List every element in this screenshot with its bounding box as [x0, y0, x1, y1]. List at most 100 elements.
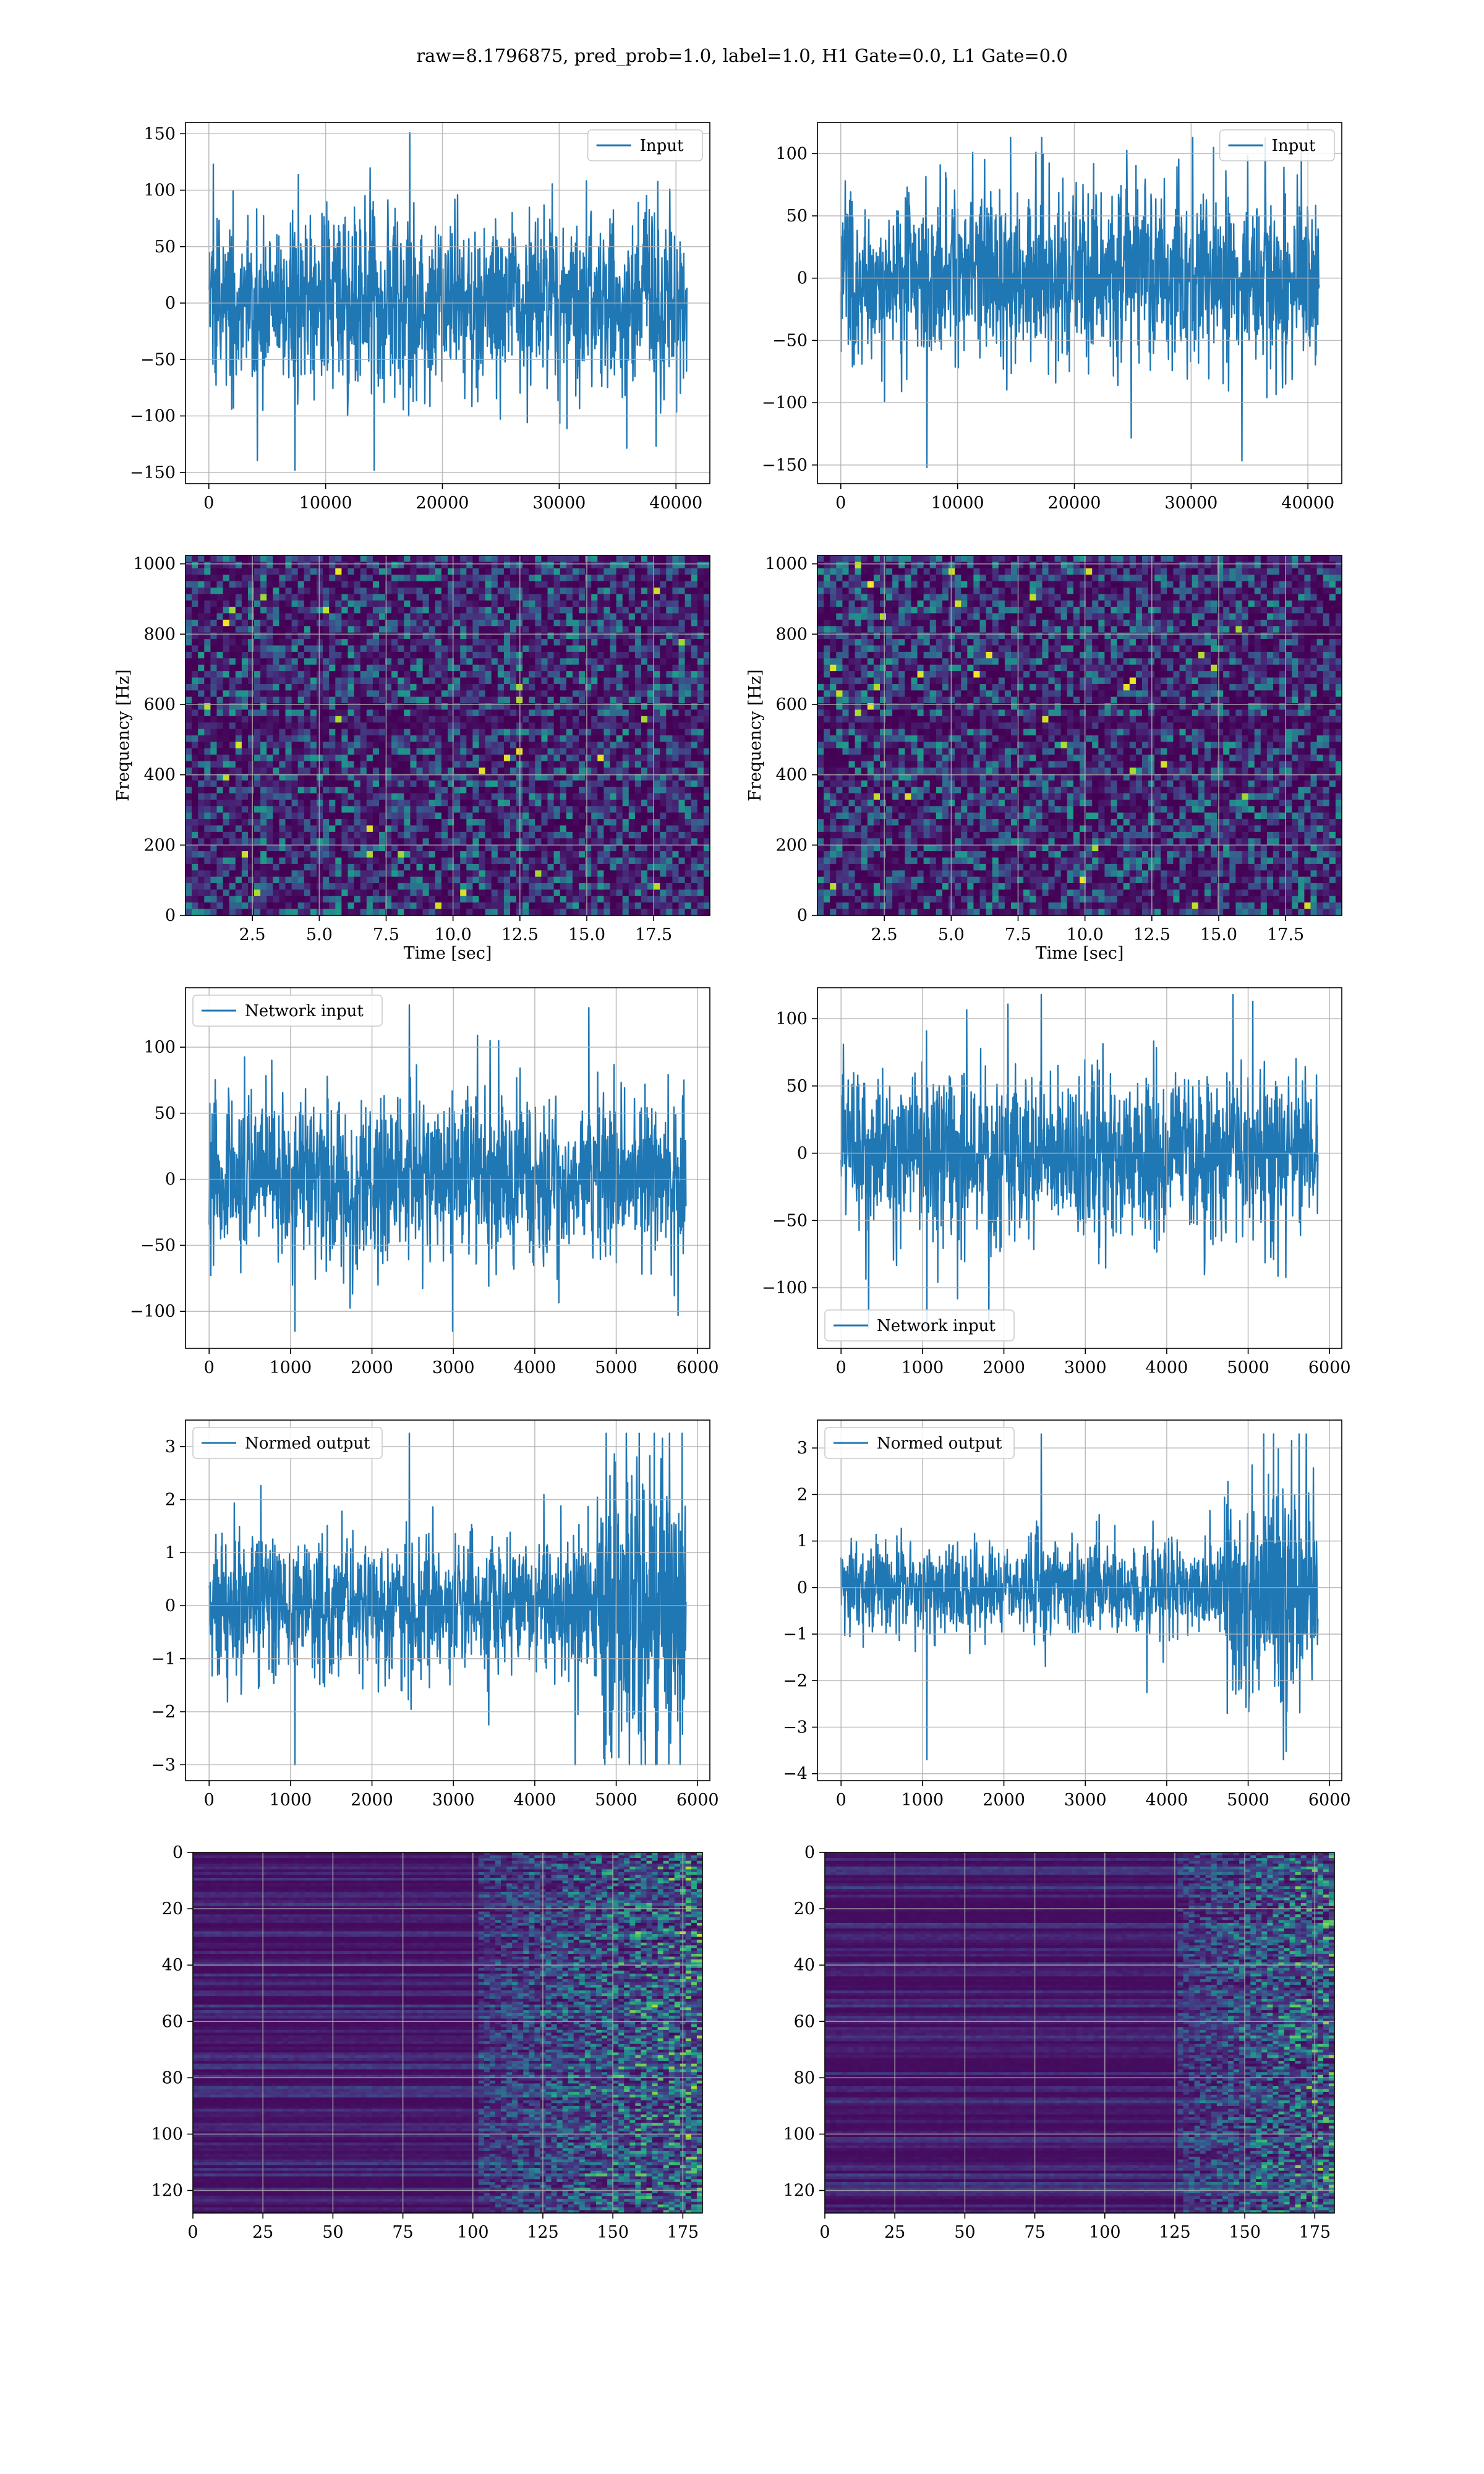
- x-tick-label: 150: [1229, 2223, 1261, 2242]
- x-tick-label: 0: [204, 1791, 215, 1810]
- axes-frame: [817, 987, 1342, 1349]
- y-tick-label: 0: [797, 1578, 808, 1598]
- y-tick-label: 150: [143, 124, 176, 143]
- y-tick-label: −100: [130, 407, 176, 426]
- x-tick-label: 175: [667, 2223, 699, 2242]
- x-tick-label: 125: [1159, 2223, 1191, 2242]
- y-tick-label: 0: [797, 906, 808, 925]
- x-tick-label: 10000: [299, 494, 352, 513]
- x-tick-label: 125: [527, 2223, 559, 2242]
- y-tick-label: 1: [797, 1532, 808, 1551]
- x-tick-label: 6000: [1308, 1791, 1351, 1810]
- y-tick-label: −1: [151, 1650, 176, 1669]
- y-tick-label: −3: [783, 1718, 808, 1737]
- x-tick-label: 6000: [676, 1358, 719, 1377]
- subplot-r2c0: 0 1000 2000 3000 4000 5000 6000 −100 −50 0 50 100 Ne…: [130, 987, 719, 1377]
- y-tick-label: −150: [762, 456, 808, 475]
- y-tick-label: −2: [151, 1703, 176, 1722]
- x-tick-label: 10.0: [435, 925, 472, 944]
- y-axis-label: Frequency [Hz]: [746, 669, 765, 801]
- x-tick-label: 4000: [1146, 1358, 1188, 1377]
- y-tick-label: 1: [165, 1543, 176, 1562]
- y-tick-label: 400: [775, 766, 808, 785]
- x-tick-label: 5000: [1227, 1358, 1269, 1377]
- plot-area: [840, 1433, 1319, 1761]
- y-tick-label: 3: [797, 1439, 808, 1458]
- y-tick-label: −4: [783, 1765, 808, 1784]
- subplot-r3c0: 0 1000 2000 3000 4000 5000 6000 −3 −2 −1 0 1 2 3 Norme…: [151, 1419, 719, 1810]
- axes-frame: [817, 1419, 1342, 1781]
- plot-area: [208, 1432, 687, 1766]
- plot-area: [825, 1852, 1334, 2213]
- x-tick-label: 30000: [532, 494, 586, 513]
- x-tick-label: 50: [322, 2223, 343, 2242]
- y-tick-label: 20: [794, 1899, 815, 1919]
- x-tick-label: 0: [203, 494, 214, 513]
- subplot-r1c1: 2.5 5.0 7.5 10.0 12.5 15.0 17.5 0 200 400 600 800 10…: [746, 555, 1342, 963]
- axes-frame: [817, 555, 1342, 916]
- legend-label: Network input: [877, 1317, 996, 1335]
- x-tick-label: 100: [1089, 2223, 1121, 2242]
- legend: Input: [1219, 129, 1335, 161]
- grid-lines: [192, 1852, 702, 2213]
- y-tick-label: 50: [787, 1077, 808, 1096]
- grid-lines: [817, 1420, 1342, 1781]
- x-tick-label: 7.5: [1005, 925, 1031, 944]
- feature-map-cells: [193, 1852, 702, 2213]
- y-tick-label: 0: [797, 269, 808, 288]
- y-tick-label: 120: [783, 2181, 815, 2201]
- y-tick-label: 100: [783, 2125, 815, 2144]
- x-tick-label: 1000: [270, 1791, 312, 1810]
- x-tick-label: 15.0: [1200, 925, 1237, 944]
- y-tick-label: 50: [155, 238, 176, 257]
- grid-lines: [817, 122, 1342, 484]
- axes-frame: [817, 122, 1342, 484]
- x-tick-label: 15.0: [568, 925, 605, 944]
- y-tick-label: 40: [162, 1956, 183, 1975]
- x-tick-label: 1000: [902, 1791, 944, 1810]
- x-tick-label: 1000: [270, 1358, 312, 1377]
- x-tick-label: 20000: [1048, 494, 1101, 513]
- y-tick-label: 40: [794, 1956, 815, 1975]
- subplot-r2c1: 0 1000 2000 3000 4000 5000 6000 −100 −50 0 50 100 Ne…: [762, 987, 1351, 1377]
- y-tick-label: 600: [775, 695, 808, 714]
- y-tick-label: 0: [165, 1596, 176, 1616]
- grid-lines: [817, 555, 1342, 916]
- y-tick-label: 1000: [765, 555, 808, 574]
- x-tick-label: 100: [457, 2223, 489, 2242]
- plot-area: [840, 993, 1319, 1329]
- legend: Network input: [192, 995, 383, 1027]
- x-tick-label: 2000: [351, 1791, 393, 1810]
- x-tick-label: 3000: [432, 1791, 475, 1810]
- feature-map-cells: [825, 1852, 1334, 2213]
- y-tick-label: 200: [775, 836, 808, 855]
- axes-frame: [185, 555, 710, 916]
- x-tick-label: 50: [954, 2223, 975, 2242]
- x-tick-label: 4000: [514, 1791, 556, 1810]
- y-axis-label: Frequency [Hz]: [114, 669, 133, 801]
- x-tick-label: 0: [835, 494, 846, 513]
- y-tick-label: 2: [797, 1485, 808, 1504]
- x-tick-label: 17.5: [635, 925, 672, 944]
- spectrogram-cells: [186, 555, 710, 915]
- x-tick-label: 3000: [432, 1358, 475, 1377]
- y-tick-label: 120: [151, 2181, 183, 2201]
- series-line: [840, 136, 1320, 468]
- x-tick-label: 2000: [351, 1358, 393, 1377]
- x-tick-label: 4000: [1146, 1791, 1188, 1810]
- legend: Normed output: [192, 1427, 383, 1459]
- series-line: [208, 132, 688, 471]
- axes-frame: [192, 1852, 703, 2214]
- x-tick-label: 75: [1024, 2223, 1045, 2242]
- x-tick-label: 2000: [983, 1791, 1025, 1810]
- x-axis-label: Time [sec]: [1036, 944, 1124, 963]
- legend-label: Input: [1272, 137, 1316, 155]
- legend-label: Normed output: [877, 1434, 1002, 1453]
- y-tick-label: 600: [143, 695, 176, 714]
- series-line: [840, 993, 1319, 1329]
- grid-lines: [186, 988, 710, 1348]
- x-tick-label: 25: [252, 2223, 273, 2242]
- y-tick-label: −50: [140, 350, 176, 369]
- plot-area: [186, 555, 710, 915]
